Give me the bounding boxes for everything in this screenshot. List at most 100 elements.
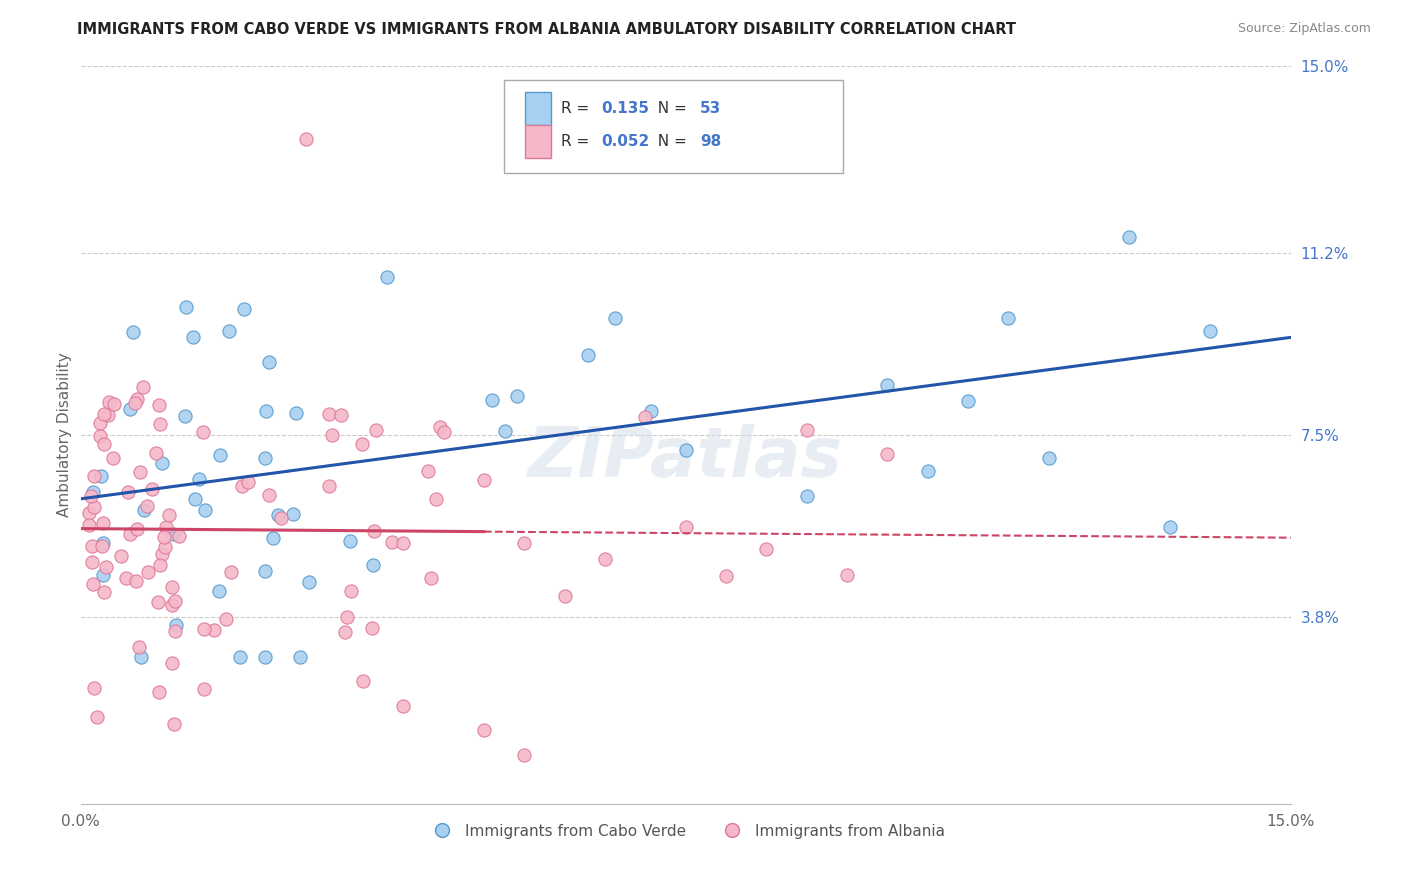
FancyBboxPatch shape [524, 92, 551, 125]
Point [187, 472, 209, 486]
Point [160, 656, 183, 670]
Point [93, 536, 115, 550]
Point [513, 747, 536, 762]
Point [91, 568, 114, 582]
Point [352, 437, 374, 451]
Point [141, 482, 163, 496]
Point [956, 394, 979, 409]
Point [82, 576, 104, 591]
Point [997, 310, 1019, 325]
Point [318, 479, 340, 493]
Point [506, 389, 529, 403]
Point [333, 624, 356, 639]
Point [392, 698, 415, 713]
Point [193, 622, 215, 636]
Text: ZIPatlas: ZIPatlas [529, 424, 844, 491]
Point [80, 539, 103, 553]
Point [89, 429, 111, 443]
Point [128, 465, 150, 479]
Point [796, 490, 818, 504]
Point [209, 448, 232, 462]
Point [675, 443, 697, 458]
Point [127, 522, 149, 536]
Point [835, 567, 858, 582]
Point [90, 539, 112, 553]
Point [136, 565, 159, 579]
Point [184, 491, 207, 506]
Point [236, 475, 259, 489]
Point [194, 503, 217, 517]
Point [193, 682, 215, 697]
Point [432, 425, 454, 440]
Text: 0.052: 0.052 [600, 134, 650, 149]
Point [208, 584, 231, 599]
Point [101, 451, 124, 466]
Point [714, 569, 737, 583]
Point [90, 469, 112, 483]
Point [285, 406, 308, 420]
Point [917, 464, 939, 478]
Point [381, 535, 404, 549]
FancyBboxPatch shape [505, 80, 844, 173]
Point [191, 425, 214, 440]
Point [162, 527, 184, 541]
Point [593, 552, 616, 566]
Point [149, 558, 172, 572]
Point [157, 508, 180, 522]
Point [228, 649, 250, 664]
Point [876, 447, 898, 461]
Point [1118, 230, 1140, 244]
Point [145, 446, 167, 460]
Point [253, 649, 276, 664]
Point [218, 324, 240, 338]
Point [392, 536, 415, 550]
Y-axis label: Ambulatory Disability: Ambulatory Disability [58, 352, 72, 517]
Point [253, 451, 276, 466]
Point [79, 518, 101, 533]
Point [513, 535, 536, 549]
Point [148, 399, 170, 413]
Point [122, 325, 145, 339]
Point [366, 423, 388, 437]
Point [253, 564, 276, 578]
Point [98, 395, 121, 409]
Point [640, 404, 662, 418]
Point [117, 484, 139, 499]
Point [494, 424, 516, 438]
Text: 0.135: 0.135 [600, 101, 650, 116]
Point [118, 527, 141, 541]
Point [420, 571, 443, 585]
Point [295, 132, 318, 146]
Point [129, 649, 152, 664]
Point [634, 409, 657, 424]
Legend: Immigrants from Cabo Verde, Immigrants from Albania: Immigrants from Cabo Verde, Immigrants f… [420, 817, 950, 845]
Point [97, 409, 120, 423]
Point [94, 560, 117, 574]
Point [160, 598, 183, 612]
Text: N =: N = [648, 134, 692, 149]
Point [554, 589, 576, 603]
Point [83, 469, 105, 483]
Point [257, 355, 280, 369]
Point [335, 610, 357, 624]
Point [876, 377, 898, 392]
Point [257, 488, 280, 502]
Point [231, 479, 253, 493]
Point [124, 396, 146, 410]
Point [93, 584, 115, 599]
Point [79, 489, 101, 503]
Point [86, 710, 108, 724]
Point [219, 566, 242, 580]
Point [110, 549, 132, 563]
Point [675, 132, 697, 146]
Point [150, 457, 173, 471]
Point [83, 500, 105, 515]
Point [481, 393, 503, 408]
Point [318, 407, 340, 421]
Point [796, 423, 818, 437]
Point [148, 685, 170, 699]
Point [283, 507, 305, 521]
Point [576, 348, 599, 362]
Point [298, 575, 321, 590]
Point [472, 474, 495, 488]
